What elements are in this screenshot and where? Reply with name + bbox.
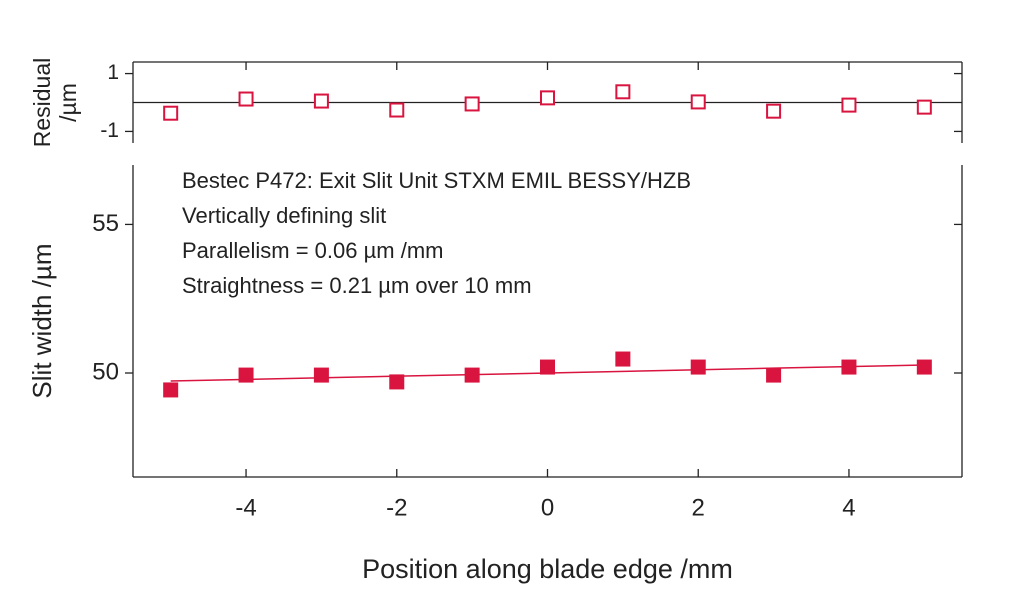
x-tick-label: -2: [386, 494, 407, 521]
annotation: Parallelism = 0.06 µm /mm: [182, 238, 443, 263]
data-point: [690, 359, 706, 375]
data-point: [916, 99, 932, 115]
annotation: Bestec P472: Exit Slit Unit STXM EMIL BE…: [182, 168, 691, 193]
data-point: [313, 93, 329, 109]
x-tick-label: 2: [692, 494, 705, 521]
y-tick-label: 1: [107, 61, 119, 84]
y-tick-label: -1: [100, 119, 119, 142]
x-tick-label: 0: [541, 494, 554, 521]
data-point: [313, 367, 329, 383]
data-point: [766, 103, 782, 119]
data-point: [464, 96, 480, 112]
data-point: [841, 97, 857, 113]
y-tick-label: 50: [92, 358, 119, 385]
data-point: [766, 367, 782, 383]
y-tick-label: 55: [92, 210, 119, 237]
y-axis-label: Slit width /µm: [27, 243, 57, 398]
data-point: [238, 91, 254, 107]
data-point: [916, 359, 932, 375]
data-point: [690, 94, 706, 110]
data-point: [615, 351, 631, 367]
data-point: [540, 90, 555, 106]
x-tick-label: 4: [842, 494, 855, 521]
data-point: [238, 367, 254, 383]
data-point: [615, 84, 631, 100]
data-point: [163, 105, 179, 121]
annotation: Vertically defining slit: [182, 203, 386, 228]
annotation: Straightness = 0.21 µm over 10 mm: [182, 273, 532, 298]
x-tick-label: -4: [235, 494, 256, 521]
x-axis-label: Position along blade edge /mm: [362, 554, 733, 584]
fit-line: [170, 364, 925, 382]
data-point: [163, 382, 179, 398]
y-axis-label: Residual: [29, 58, 55, 148]
data-point: [389, 374, 405, 390]
data-point: [389, 102, 405, 118]
data-point: [540, 359, 555, 375]
y-axis-label: /µm: [55, 83, 81, 122]
